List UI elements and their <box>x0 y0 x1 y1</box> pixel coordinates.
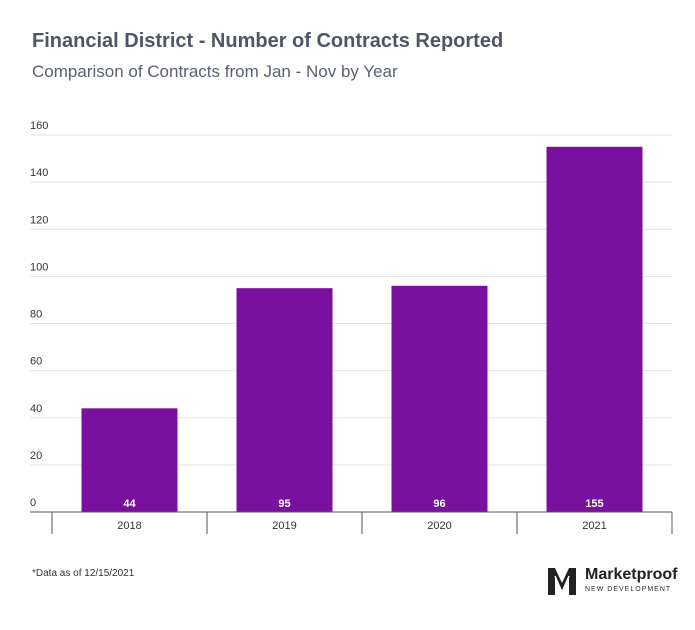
x-category-label: 2020 <box>427 520 451 532</box>
y-tick-label: 20 <box>30 450 42 462</box>
marketproof-logo-icon <box>548 568 576 595</box>
bar <box>81 408 178 512</box>
logo-subtitle: NEW DEVELOPMENT <box>585 586 672 593</box>
x-category-label: 2021 <box>582 520 606 532</box>
y-tick-label: 140 <box>30 167 48 179</box>
bar <box>236 288 333 512</box>
data-note: *Data as of 12/15/2021 <box>32 568 135 579</box>
bar <box>391 285 488 512</box>
chart-subtitle: Comparison of Contracts from Jan - Nov b… <box>32 62 398 81</box>
bar-value-label: 155 <box>585 498 603 510</box>
y-tick-label: 40 <box>30 403 42 415</box>
y-tick-label: 0 <box>30 497 36 509</box>
x-axis-labels: 2018 2019 2020 2021 <box>117 520 606 532</box>
logo-name: Marketproof <box>585 566 678 583</box>
y-axis-ticks: 0 20 40 60 80 100 120 140 160 <box>30 120 48 509</box>
bar-value-label: 96 <box>433 498 445 510</box>
marketproof-logo: Marketproof NEW DEVELOPMENT <box>545 564 680 598</box>
y-tick-label: 100 <box>30 261 48 273</box>
data-labels: 44 95 96 155 <box>123 498 603 510</box>
y-tick-label: 60 <box>30 356 42 368</box>
bars <box>81 146 643 512</box>
bar <box>546 146 643 512</box>
y-tick-label: 80 <box>30 309 42 321</box>
x-axis <box>30 511 673 534</box>
bar-value-label: 95 <box>278 498 290 510</box>
x-category-label: 2019 <box>272 520 296 532</box>
bar-value-label: 44 <box>123 498 136 510</box>
chart-title: Financial District - Number of Contracts… <box>32 30 504 52</box>
y-tick-label: 160 <box>30 120 48 132</box>
y-tick-label: 120 <box>30 214 48 226</box>
x-category-label: 2018 <box>117 520 141 532</box>
